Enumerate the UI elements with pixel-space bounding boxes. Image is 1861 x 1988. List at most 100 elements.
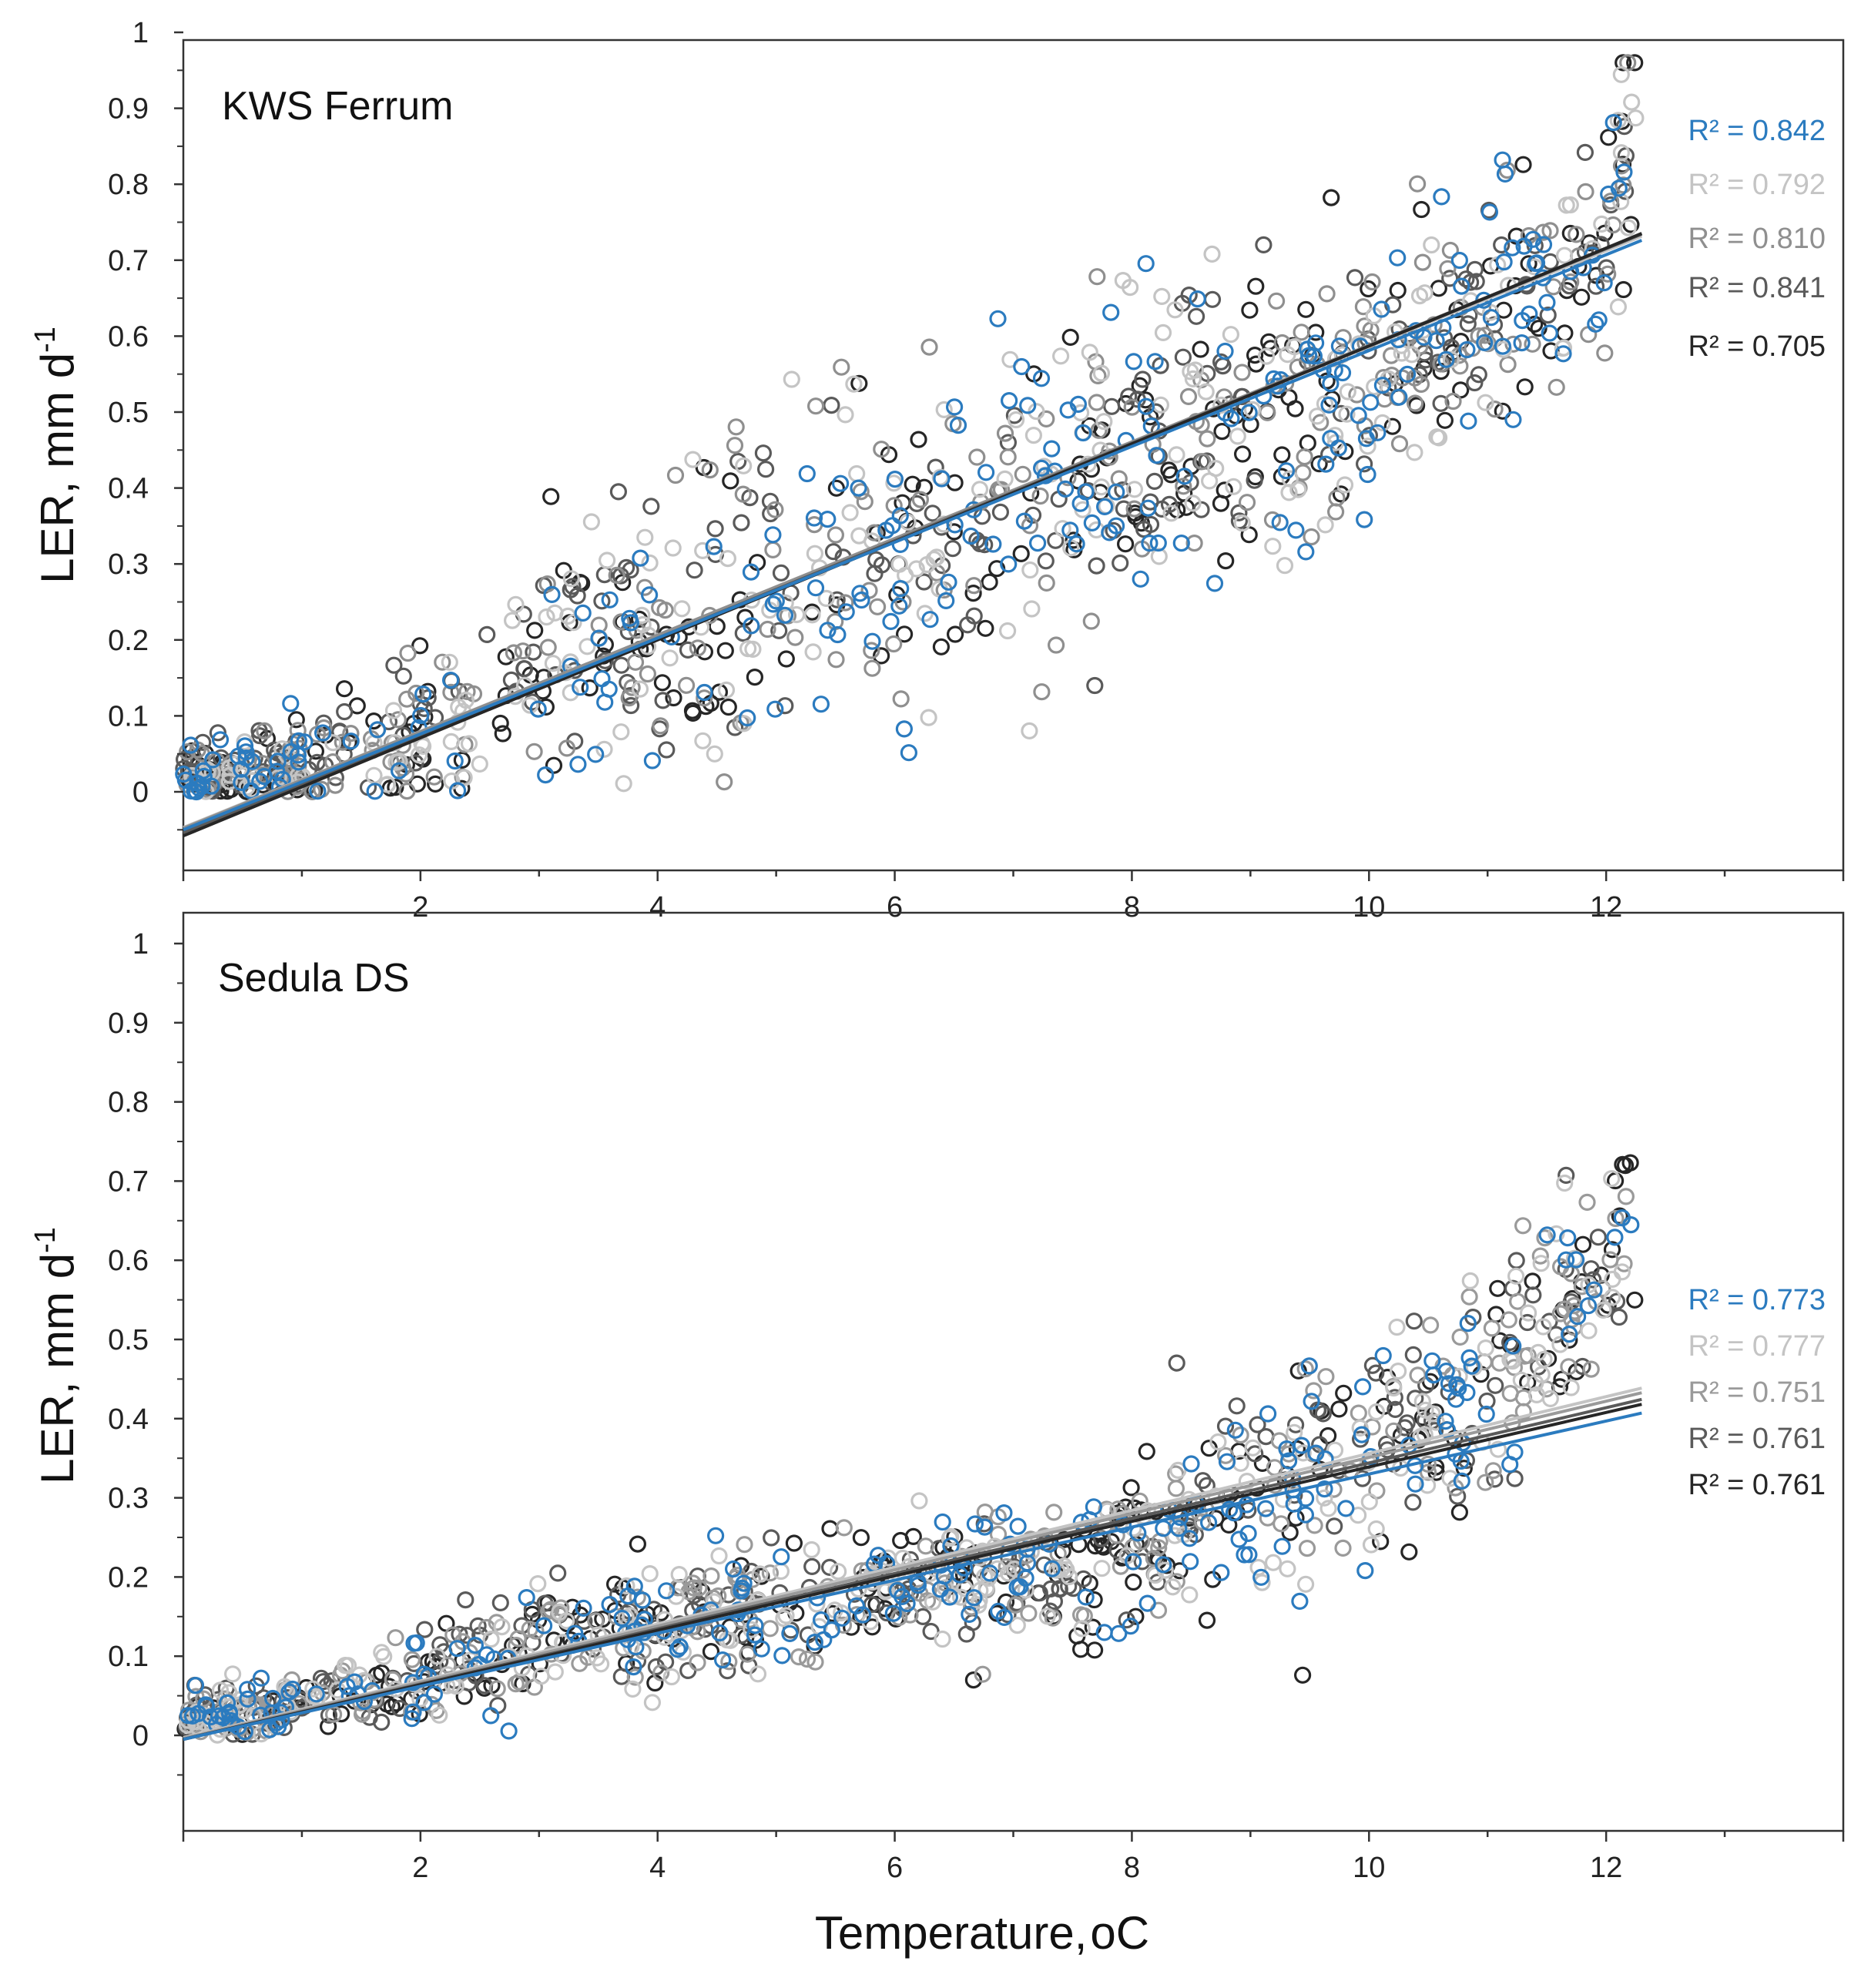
data-point [1148,447,1165,464]
data-point [999,448,1017,466]
data-point [1453,277,1470,295]
data-point [1504,1337,1522,1355]
data-point [702,1567,720,1585]
data-point [739,1645,756,1663]
data-point [863,642,880,659]
data-point [387,753,405,771]
data-point [726,437,744,454]
y-tick-label: 0.3 [108,1483,149,1515]
data-point [1180,287,1198,304]
data-point [1216,1417,1235,1435]
data-point [1377,1435,1396,1453]
data-point [178,1716,196,1734]
data-point [1229,427,1246,445]
data-point [806,1634,823,1651]
data-point [754,444,773,462]
data-point [845,1585,863,1603]
data-point [640,586,659,604]
data-point [455,769,473,786]
data-point [746,668,764,686]
data-point [305,1688,323,1705]
data-point [183,1707,201,1725]
data-point [390,762,408,779]
data-point [1233,514,1251,532]
data-point [1609,298,1627,316]
data-point [412,706,430,725]
data-point [1338,405,1356,423]
data-point [1619,219,1637,236]
data-point [848,464,866,483]
data-point [612,723,630,741]
data-point [1243,401,1262,419]
data-point [1484,1462,1502,1480]
r2-label-series-4: R² = 0.841 [1688,272,1826,304]
data-point [1246,347,1264,364]
data-point [1125,353,1142,370]
data-point [1316,1489,1333,1507]
data-point [1359,465,1376,484]
panel-kws-ferrum: 0 0.1 0.2 0.3 0.4 0.5 0.6 0.7 0.8 0.9 1 2 4 6 8 10 12 K… [29,17,1845,924]
data-point [500,1722,518,1740]
data-point [1532,1255,1550,1272]
data-point [1088,268,1106,286]
data-point [1573,1278,1591,1296]
data-point [1608,1292,1626,1310]
data-point [852,483,870,501]
data-point [1578,1193,1596,1212]
data-point [882,612,900,631]
data-point [1179,387,1198,406]
data-point [1580,1322,1598,1339]
data-point [1604,1289,1621,1306]
data-point [1459,1314,1477,1333]
data-point [448,1640,466,1658]
data-point [933,470,951,488]
data-point [1182,363,1199,381]
data-point [1319,1426,1337,1445]
data-point [1138,1443,1155,1460]
data-point [1281,470,1299,488]
data-point [776,606,794,624]
data-point [1203,290,1222,308]
data-point [1587,315,1604,333]
data-point [777,1607,795,1624]
data-point [1286,338,1303,356]
data-point [398,782,416,800]
data-point [1293,324,1310,341]
data-point [661,649,679,667]
data-point [1557,1251,1575,1269]
data-point [1137,397,1155,415]
data-point [1028,534,1047,552]
data-point [1604,114,1622,132]
data-point [677,676,696,694]
data-point [959,616,977,634]
data-point [491,714,509,733]
data-point [1366,378,1383,396]
data-point [1444,392,1462,411]
data-point [1384,296,1402,313]
data-point [1538,1226,1556,1244]
data-point [1615,54,1632,72]
data-point [996,424,1014,442]
data-point [539,639,557,656]
data-point [1437,1362,1455,1380]
data-point [253,1725,270,1743]
data-point [261,1721,279,1738]
data-point [1486,1470,1504,1488]
data-point [716,642,734,659]
data-point [1326,1517,1343,1535]
data-point [639,665,657,683]
data-point [1085,1641,1104,1659]
data-point [1122,1618,1139,1635]
data-point [1216,342,1234,360]
data-point [1241,301,1259,319]
data-point [460,735,478,753]
data-point [1209,1433,1227,1451]
data-point [1316,516,1334,534]
data-point [1189,290,1206,308]
data-point [1031,487,1049,505]
data-point [564,578,582,595]
data-point [1107,517,1125,535]
data-point [806,397,825,415]
data-point [457,691,475,709]
data-point [1450,1504,1469,1521]
